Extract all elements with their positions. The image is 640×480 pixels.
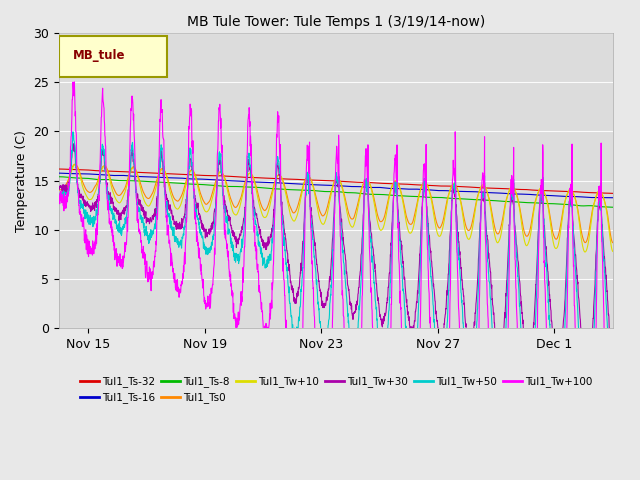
- Y-axis label: Temperature (C): Temperature (C): [15, 130, 28, 232]
- FancyBboxPatch shape: [59, 36, 167, 77]
- Text: MB_tule: MB_tule: [73, 49, 125, 62]
- Legend: Tul1_Ts-32, Tul1_Ts-16, Tul1_Ts-8, Tul1_Ts0, Tul1_Tw+10, Tul1_Tw+30, Tul1_Tw+50,: Tul1_Ts-32, Tul1_Ts-16, Tul1_Ts-8, Tul1_…: [76, 372, 596, 408]
- Title: MB Tule Tower: Tule Temps 1 (3/19/14-now): MB Tule Tower: Tule Temps 1 (3/19/14-now…: [187, 15, 485, 29]
